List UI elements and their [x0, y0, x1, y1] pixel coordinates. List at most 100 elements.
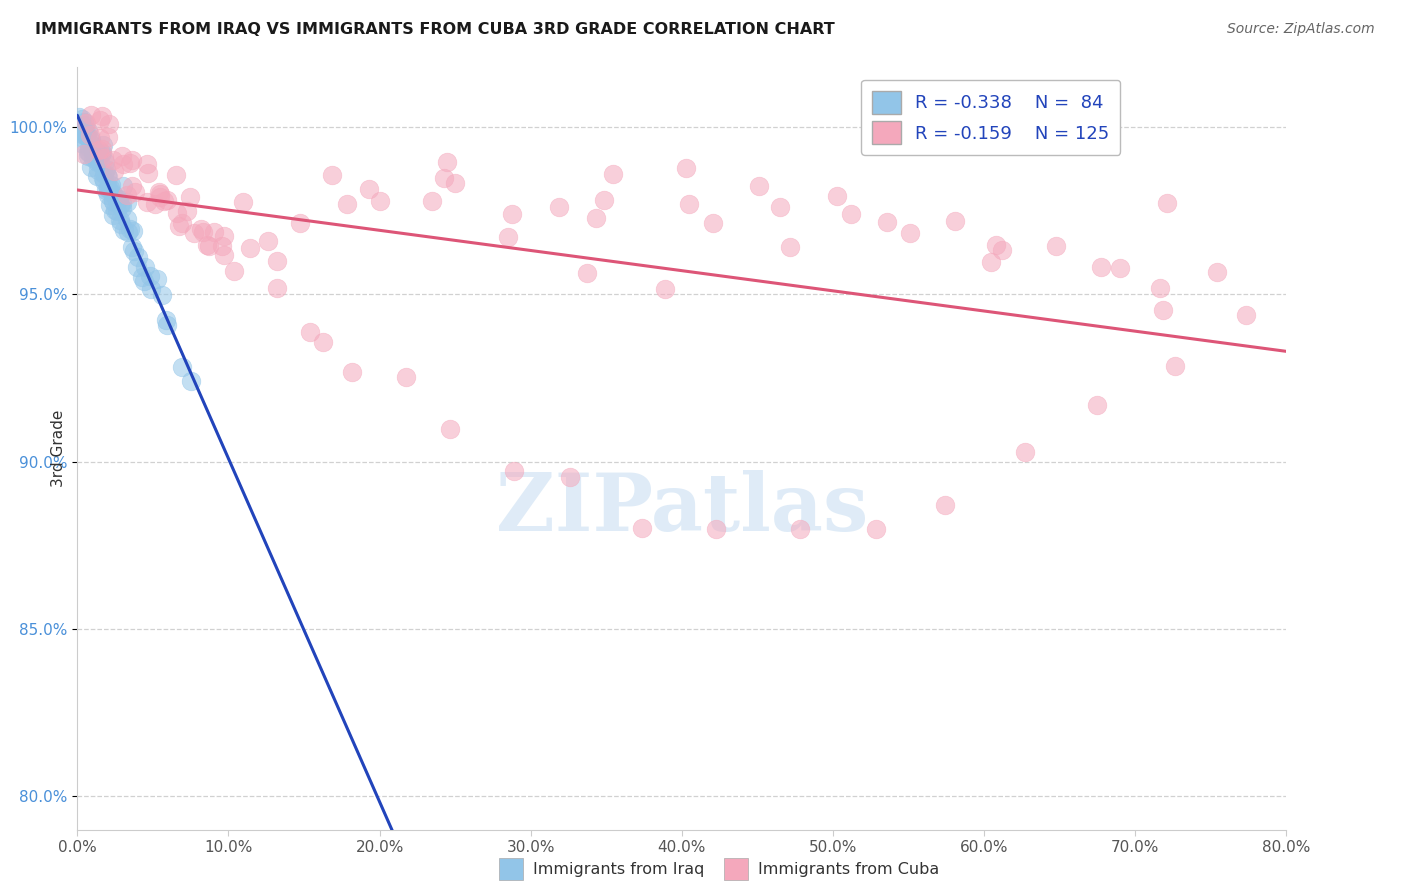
Point — [80, 142, 103, 156]
Point — [69, 136, 91, 150]
Point — [1014, 444, 1036, 458]
Point — [167, 219, 190, 233]
Point — [82, 151, 104, 165]
Point — [336, 197, 359, 211]
Point — [103, 194, 125, 208]
Point — [211, 239, 233, 253]
Text: ZIPatlas: ZIPatlas — [496, 470, 868, 549]
Point — [176, 204, 198, 219]
Point — [212, 248, 235, 262]
Point — [172, 216, 194, 230]
Point — [153, 194, 176, 209]
Point — [122, 244, 145, 259]
Point — [73, 147, 96, 161]
Point — [139, 268, 162, 283]
Point — [876, 215, 898, 229]
Point — [108, 198, 131, 212]
Point — [197, 238, 219, 252]
Point — [290, 216, 312, 230]
Point — [592, 193, 614, 207]
Point — [97, 169, 120, 184]
Point — [125, 260, 148, 274]
Point — [190, 222, 212, 236]
Text: Source: ZipAtlas.com: Source: ZipAtlas.com — [1227, 22, 1375, 37]
Point — [105, 191, 128, 205]
Point — [111, 157, 134, 171]
Point — [108, 192, 131, 206]
Point — [149, 189, 172, 203]
Point — [1149, 281, 1171, 295]
Point — [156, 318, 179, 333]
Point — [266, 281, 288, 295]
Text: Immigrants from Iraq: Immigrants from Iraq — [533, 862, 704, 877]
Point — [120, 221, 142, 235]
Point — [1108, 260, 1130, 275]
Point — [96, 183, 118, 197]
Point — [439, 422, 461, 436]
Point — [110, 149, 132, 163]
Point — [368, 194, 391, 208]
Point — [79, 145, 101, 160]
Point — [299, 325, 322, 339]
Point — [180, 375, 202, 389]
Point — [115, 187, 138, 202]
Point — [84, 149, 107, 163]
Point — [97, 181, 120, 195]
Point — [80, 138, 103, 153]
Point — [103, 164, 125, 178]
Point — [191, 225, 214, 239]
Point — [779, 240, 801, 254]
Point — [256, 234, 278, 248]
Point — [97, 182, 120, 196]
Point — [768, 200, 790, 214]
Point — [134, 260, 156, 274]
Point — [96, 168, 118, 182]
Point — [433, 170, 456, 185]
Point — [70, 112, 93, 127]
Point — [75, 116, 97, 130]
Point — [678, 197, 700, 211]
Point — [97, 188, 120, 202]
Point — [980, 255, 1002, 269]
Point — [136, 195, 159, 210]
Point — [232, 194, 254, 209]
Point — [93, 151, 115, 165]
Point — [98, 198, 121, 212]
Y-axis label: 3rd Grade: 3rd Grade — [51, 409, 66, 487]
Point — [73, 115, 96, 129]
Point — [675, 161, 697, 176]
Point — [131, 270, 153, 285]
Point — [1236, 308, 1258, 322]
Point — [84, 145, 107, 160]
Point — [93, 173, 115, 187]
Point — [115, 195, 138, 210]
Point — [702, 216, 724, 230]
Point — [76, 124, 98, 138]
Point — [91, 142, 114, 156]
Point — [212, 229, 235, 244]
Point — [75, 128, 97, 142]
Point — [631, 521, 654, 535]
Point — [89, 113, 111, 128]
Point — [83, 145, 105, 160]
Point — [82, 145, 104, 159]
Point — [1085, 398, 1108, 412]
Point — [93, 167, 115, 181]
Point — [101, 208, 124, 222]
Point — [394, 369, 416, 384]
Point — [704, 521, 727, 535]
Point — [97, 130, 120, 145]
Point — [111, 196, 134, 211]
Point — [121, 153, 143, 167]
Point — [436, 155, 458, 169]
Point — [115, 212, 138, 227]
Point — [101, 153, 124, 167]
Point — [111, 202, 134, 216]
Point — [90, 109, 112, 123]
Point — [101, 187, 124, 202]
Point — [100, 178, 122, 192]
Point — [101, 194, 124, 208]
Point — [548, 200, 571, 214]
Point — [76, 127, 98, 141]
Point — [80, 160, 103, 174]
